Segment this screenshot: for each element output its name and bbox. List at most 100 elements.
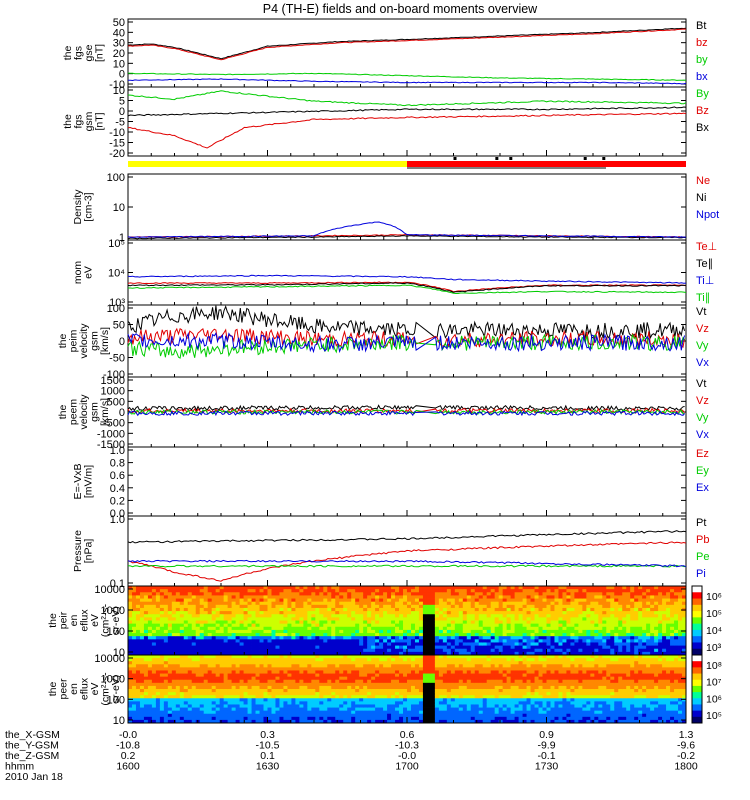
spectrogram-cell — [359, 689, 364, 693]
spectrogram-cell — [139, 692, 145, 696]
spectrogram-cell — [375, 589, 380, 593]
spectrogram-cell — [287, 710, 292, 715]
spectrogram-cell — [327, 658, 332, 662]
spectrogram-cell — [175, 701, 181, 705]
spectrogram-cell — [227, 713, 233, 718]
spectrogram-cell — [128, 698, 133, 702]
spectrogram-cell — [307, 670, 312, 674]
spectrogram-cell — [502, 611, 508, 615]
spectrogram-cell — [442, 636, 448, 640]
spectrogram-cell — [558, 589, 563, 593]
spectrogram-cell — [614, 595, 619, 599]
spectrogram-cell — [323, 636, 328, 640]
spectrogram-cell — [490, 586, 496, 590]
spectrogram-cell — [530, 592, 535, 596]
spectrogram-cell — [662, 651, 667, 656]
spectrogram-cell — [426, 636, 432, 640]
spectrogram-cell — [594, 592, 599, 596]
spectrogram-cell — [128, 689, 133, 693]
spectrogram-cell — [139, 651, 145, 656]
spectrogram-cell — [215, 716, 221, 721]
spectrogram-cell — [486, 614, 492, 618]
legend-Pi: Pi — [696, 568, 706, 580]
spectrogram-cell — [147, 704, 153, 708]
spectrogram-cell — [494, 633, 500, 637]
spectrogram-cell — [147, 670, 153, 674]
spectrogram-cell — [203, 592, 209, 596]
spectrogram-cell — [239, 601, 244, 606]
spectrogram-cell — [590, 639, 595, 643]
spectrogram-cell — [418, 623, 424, 628]
spectrogram-cell — [363, 689, 368, 693]
spectrogram-cell — [438, 607, 444, 612]
spectrogram-cell — [367, 667, 372, 671]
spectrogram-cell — [331, 636, 336, 640]
spectrogram-cell — [243, 629, 248, 634]
spectrogram-cell — [215, 692, 221, 696]
spectrogram-cell — [267, 664, 272, 668]
spectrogram-cell — [171, 655, 177, 659]
spectrogram-cell — [187, 589, 193, 593]
spectrogram-cell — [678, 611, 683, 615]
spectrogram-cell — [131, 664, 137, 668]
spectrogram-cell — [219, 595, 225, 599]
spectrogram-cell — [147, 642, 153, 646]
spectrogram-cell — [339, 719, 344, 724]
spectrogram-cell — [211, 604, 217, 609]
spectrogram-cell — [610, 651, 615, 656]
spectrogram-cell — [403, 604, 408, 609]
spectrogram-cell — [139, 685, 145, 690]
spectrogram-cell — [239, 698, 244, 702]
spectrogram-cell — [155, 719, 161, 724]
spectrogram-cell — [167, 614, 173, 618]
spectrogram-cell — [670, 636, 675, 640]
spectrogram-cell — [678, 601, 683, 606]
spectrogram-cell — [542, 636, 547, 640]
spectrogram-cell — [323, 651, 328, 656]
spectrogram-cell — [243, 704, 248, 708]
spectrogram-cell — [279, 642, 284, 646]
spectrogram-cell — [351, 642, 356, 646]
spectrogram-cell — [183, 629, 189, 634]
spectrogram-cell — [203, 645, 209, 650]
spectrogram-cell — [474, 642, 480, 646]
spectrogram-cell — [351, 629, 356, 634]
spectrogram-cell — [602, 642, 607, 646]
spectrogram-cell — [470, 633, 476, 637]
spectrogram-cell — [303, 682, 308, 687]
spectrogram-cell — [379, 661, 384, 665]
spectrogram-cell — [371, 673, 376, 678]
spectrogram-cell — [570, 639, 575, 643]
spectrogram-cell — [586, 629, 591, 634]
spectrogram-cell — [279, 611, 284, 615]
spectrogram-cell — [478, 645, 484, 650]
spectrogram-cell — [231, 633, 237, 637]
spectrogram-cell — [307, 707, 312, 712]
spectrogram-cell — [391, 651, 396, 656]
spectrogram-cell — [498, 648, 504, 653]
spectrogram-cell — [227, 695, 233, 699]
y-tick-label: 5 — [119, 96, 125, 108]
legend-Vt: Vt — [696, 306, 706, 318]
spectrogram-cell — [223, 642, 229, 646]
spectrogram-cell — [211, 595, 217, 599]
spectrogram-cell — [422, 645, 428, 650]
spectrogram-cell — [171, 604, 177, 609]
spectrogram-cell — [355, 673, 360, 678]
spectrogram-cell — [339, 661, 344, 665]
spectrogram-cell — [311, 614, 316, 618]
spectrogram-cell — [383, 664, 388, 668]
spectrogram-cell — [403, 611, 408, 615]
spectrogram-cell — [347, 655, 352, 659]
spectrogram-cell — [391, 601, 396, 606]
spectrogram-cell — [371, 664, 376, 668]
spectrogram-cell — [295, 601, 300, 606]
spectrogram-cell — [335, 655, 340, 659]
spectrogram-cell — [375, 719, 380, 724]
spectrogram-cell — [367, 636, 372, 640]
spectrogram-cell — [574, 642, 579, 646]
spectrogram-cell — [219, 692, 225, 696]
spectrogram-cell — [187, 679, 193, 684]
spectrogram-cell — [263, 698, 268, 702]
